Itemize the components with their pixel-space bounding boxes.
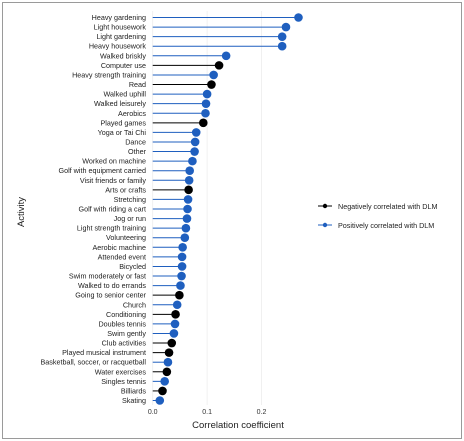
category-label: Arts or crafts <box>105 185 146 194</box>
category-label: Doubles tennis <box>98 319 146 328</box>
category-label: Billiards <box>121 386 147 395</box>
point-positive <box>184 175 194 185</box>
point-positive <box>277 32 287 41</box>
x-tick-label: 0.0 <box>148 409 158 416</box>
category-label: Skating <box>122 396 146 405</box>
point-positive <box>177 262 187 271</box>
legend-dot-positive <box>322 222 328 228</box>
x-tick-label: 0.2 <box>257 409 267 416</box>
point-positive <box>209 70 218 80</box>
category-label: Yoga or Tai Chi <box>98 128 147 137</box>
category-label: Computer use <box>101 61 146 70</box>
category-label: Heavy strength training <box>72 70 146 79</box>
category-label: Jog or run <box>114 214 146 223</box>
category-label: Church <box>123 300 146 309</box>
category-label: Volunteering <box>106 233 146 242</box>
point-positive <box>202 89 212 99</box>
category-label: Water exercises <box>95 367 147 376</box>
point-positive <box>201 108 210 118</box>
category-label: Swim moderately or fast <box>69 272 146 281</box>
point-positive <box>155 396 165 405</box>
point-positive <box>180 233 190 243</box>
y-axis-title: Activity <box>16 197 27 227</box>
category-label: Golf with equipment carried <box>59 166 147 175</box>
point-negative <box>164 348 174 357</box>
grid-lines <box>152 11 262 405</box>
category-label: Going to senior center <box>75 291 146 300</box>
category-label: Stretching <box>114 195 146 204</box>
point-positive <box>169 329 179 338</box>
point-positive <box>182 214 192 223</box>
category-label: Bicycled <box>119 262 146 271</box>
point-negative <box>167 338 177 348</box>
point-positive <box>201 99 211 108</box>
category-label: Walked to do errands <box>78 281 146 290</box>
category-label: Golf with riding a cart <box>78 205 146 214</box>
category-label: Visit friends or family <box>80 176 147 185</box>
point-negative <box>184 185 193 195</box>
point-negative <box>207 80 216 89</box>
category-label: Aerobic machine <box>92 243 146 252</box>
point-negative <box>198 118 208 128</box>
category-label: Walked briskly <box>100 51 146 60</box>
point-positive <box>163 357 173 367</box>
point-positive <box>170 319 180 329</box>
category-label: Heavy gardening <box>92 13 146 22</box>
point-positive <box>177 271 186 281</box>
point-positive <box>294 13 303 22</box>
point-positive <box>191 128 201 137</box>
point-negative <box>214 61 224 70</box>
point-positive <box>181 223 191 233</box>
category-label: Read <box>129 80 146 89</box>
point-positive <box>185 166 195 175</box>
category-label: Played games <box>100 118 146 127</box>
legend-label-positive: Positively correlated with DLM <box>338 221 434 230</box>
category-label: Basketball, soccer, or racquetball <box>41 358 147 367</box>
category-label: Conditioning <box>106 310 146 319</box>
point-positive <box>177 252 187 262</box>
category-label: Light strength training <box>77 224 146 233</box>
legend: Negatively correlated with DLM Positivel… <box>318 202 437 230</box>
lollipop-points <box>155 13 303 405</box>
point-positive <box>172 300 182 310</box>
point-positive <box>160 377 169 386</box>
category-label: Dance <box>125 137 146 146</box>
category-label: Other <box>128 147 147 156</box>
point-positive <box>190 147 199 156</box>
point-positive <box>281 22 291 32</box>
category-label: Walked uphill <box>104 90 147 99</box>
x-axis-title: Correlation coefficient <box>192 420 284 431</box>
legend-label-negative: Negatively correlated with DLM <box>338 202 437 211</box>
category-label: Light gardening <box>96 32 146 41</box>
point-positive <box>178 243 187 252</box>
lollipop-stems <box>152 17 299 401</box>
category-label: Club activities <box>102 339 147 348</box>
category-label: Walked leisurely <box>94 99 146 108</box>
x-tick-label: 0.1 <box>202 409 212 416</box>
category-label: Attended event <box>98 252 146 261</box>
point-positive <box>221 51 231 61</box>
point-negative <box>171 310 180 319</box>
point-negative <box>175 290 184 300</box>
point-positive <box>190 137 200 147</box>
point-negative <box>158 386 167 396</box>
point-positive <box>183 204 192 214</box>
category-label: Worked on machine <box>82 157 146 166</box>
category-label: Swim gently <box>107 329 146 338</box>
category-label: Played musical instrument <box>62 348 146 357</box>
point-positive <box>183 195 193 204</box>
point-positive <box>176 281 185 290</box>
legend-dot-negative <box>322 203 328 209</box>
category-label: Aerobics <box>118 109 146 118</box>
point-positive <box>277 41 287 51</box>
point-negative <box>162 367 172 377</box>
category-label: Heavy housework <box>89 42 147 51</box>
category-label: Singles tennis <box>101 377 146 386</box>
category-label: Light housework <box>94 23 147 32</box>
point-positive <box>188 156 197 166</box>
x-tick-labels: 0.0 0.1 0.2 <box>148 409 267 416</box>
